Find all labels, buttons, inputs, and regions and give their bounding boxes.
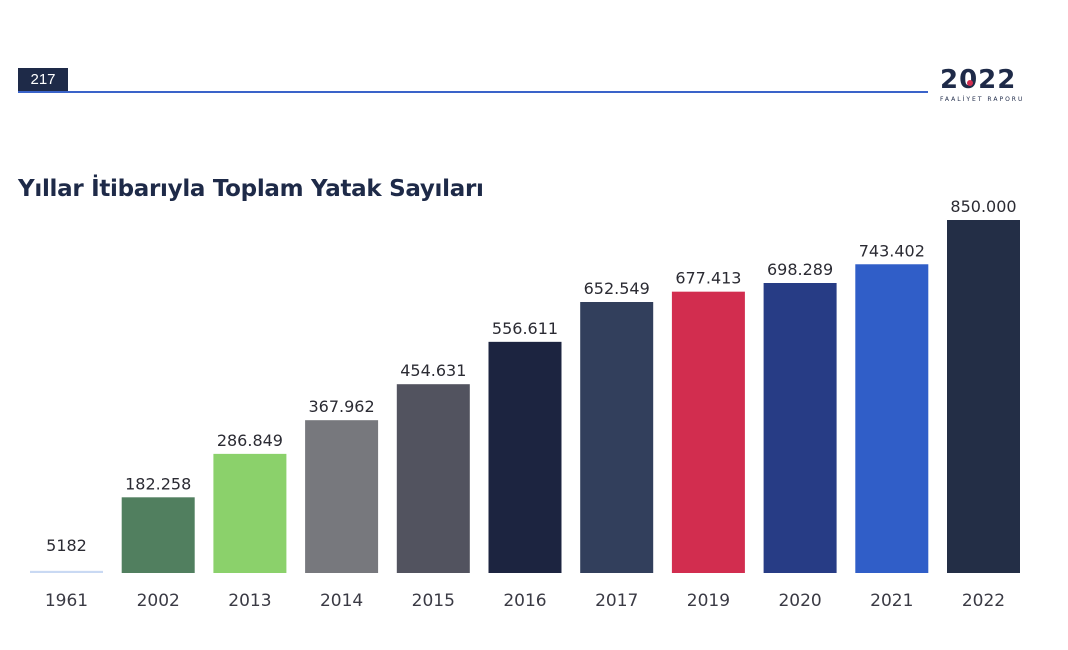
x-tick-2019: 2019	[687, 591, 730, 611]
value-label-2014: 367.962	[309, 397, 375, 416]
x-tick-2022: 2022	[962, 591, 1005, 611]
bar-2002	[121, 497, 195, 573]
value-label-2013: 286.849	[217, 431, 283, 450]
bar-1961	[30, 570, 103, 573]
brand-logo: 2022 FAALİYET RAPORU	[940, 66, 1050, 110]
bar-2014	[305, 420, 379, 573]
brand-year: 2022	[940, 65, 1017, 95]
brand-subtitle: FAALİYET RAPORU	[940, 96, 1025, 103]
value-label-1961: 5182	[46, 536, 87, 555]
x-tick-2002: 2002	[137, 591, 180, 611]
bar-2019	[671, 291, 745, 573]
x-tick-2014: 2014	[320, 591, 363, 611]
x-tick-2015: 2015	[412, 591, 455, 611]
bar-2021	[855, 264, 929, 573]
value-label-2002: 182.258	[125, 474, 191, 493]
x-tick-2020: 2020	[778, 591, 821, 611]
bar-2017	[580, 302, 654, 573]
x-tick-2017: 2017	[595, 591, 638, 611]
bar-2015	[396, 384, 470, 573]
header-rule	[18, 91, 928, 93]
bar-2022	[947, 220, 1020, 573]
x-tick-2013: 2013	[228, 591, 271, 611]
value-label-2017: 652.549	[584, 279, 650, 298]
x-tick-2021: 2021	[870, 591, 913, 611]
value-label-2015: 454.631	[400, 361, 466, 380]
bar-2016	[488, 341, 562, 573]
bar-2013	[213, 453, 287, 573]
value-label-2016: 556.611	[492, 319, 558, 338]
value-label-2022: 850.000	[950, 197, 1016, 216]
value-label-2019: 677.413	[675, 269, 741, 288]
value-label-2021: 743.402	[859, 241, 925, 260]
value-label-2020: 698.289	[767, 260, 833, 279]
page-number: 217	[18, 68, 68, 91]
bar-2020	[763, 283, 837, 573]
x-tick-2016: 2016	[503, 591, 546, 611]
x-tick-1961: 1961	[45, 591, 88, 611]
brand-dot-icon	[967, 80, 973, 86]
chart-title: Yıllar İtibarıyla Toplam Yatak Sayıları	[18, 176, 484, 202]
